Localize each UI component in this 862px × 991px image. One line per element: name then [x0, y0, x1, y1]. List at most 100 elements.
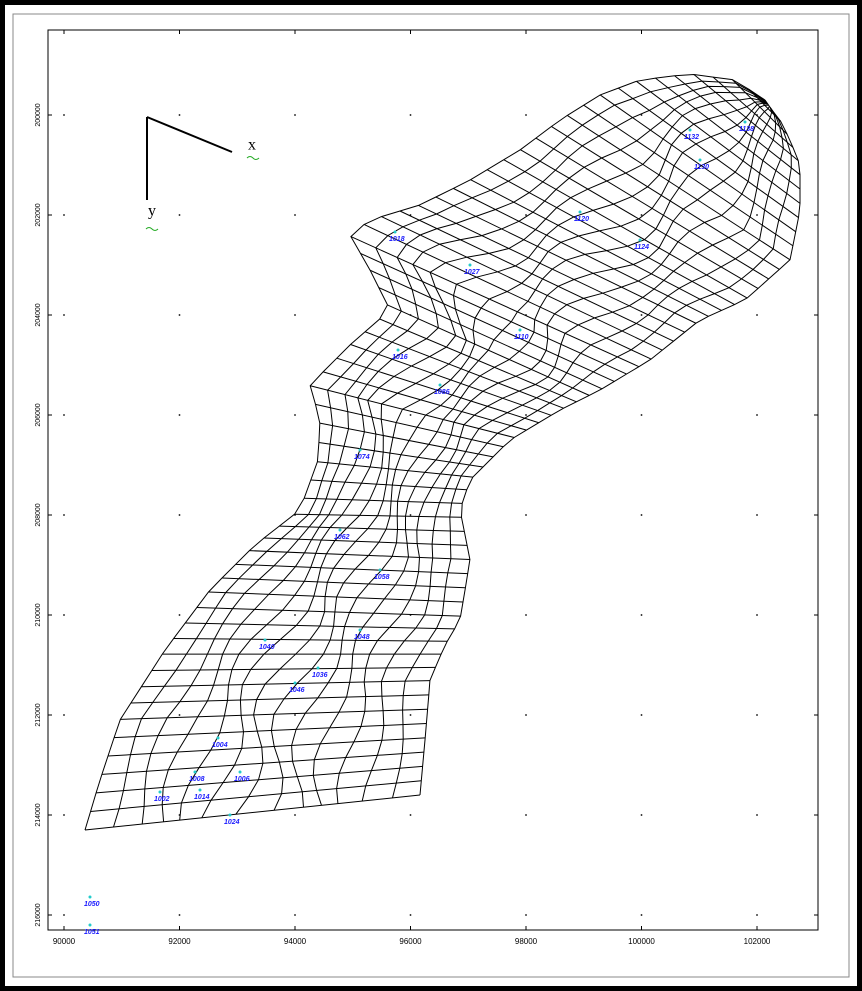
- grid-dot: [294, 714, 296, 716]
- grid-dot: [525, 514, 527, 516]
- grid-dot: [640, 614, 643, 616]
- grid-dot: [756, 514, 758, 516]
- well: [316, 666, 320, 670]
- plot-frame: [47, 29, 819, 931]
- grid-dot: [178, 314, 181, 316]
- grid-dot: [178, 214, 181, 216]
- x-tick-label: 94000: [284, 937, 307, 946]
- mesh-line: [361, 108, 784, 802]
- well-label: 1024: [224, 819, 240, 826]
- squiggle: [246, 156, 260, 160]
- well-label: 1016: [392, 354, 408, 361]
- grid-dot: [63, 414, 65, 416]
- x-tick-label: 92000: [168, 937, 191, 946]
- well-label: 1050: [84, 901, 100, 908]
- well: [358, 448, 362, 452]
- well: [578, 210, 582, 214]
- grid-dot: [525, 914, 527, 916]
- grid-dot: [640, 714, 643, 716]
- mesh-line: [364, 331, 564, 409]
- grid-dot: [525, 614, 527, 616]
- well-label: 1130: [694, 164, 709, 171]
- x-tick-label: 90000: [53, 937, 76, 946]
- grid-dot: [409, 714, 412, 716]
- well: [688, 128, 692, 132]
- grid-dot: [409, 914, 412, 916]
- mesh-line: [419, 109, 801, 796]
- y-tick-label: 210000: [35, 603, 42, 626]
- well-label: 1018: [389, 236, 405, 243]
- well: [88, 923, 92, 927]
- grid-dot: [525, 314, 527, 316]
- well-label: 1040: [259, 644, 275, 651]
- grid-dot: [525, 814, 527, 816]
- mesh-line: [291, 106, 770, 808]
- grid-dot: [63, 114, 65, 116]
- well-label: 1036: [312, 672, 328, 679]
- mesh-line: [336, 107, 777, 804]
- y-tick-label: 202000: [35, 203, 42, 226]
- grid-dot: [756, 314, 758, 316]
- grid-dot: [756, 114, 758, 116]
- mesh-line: [151, 666, 436, 671]
- well: [396, 348, 400, 352]
- well-label: 1006: [234, 776, 250, 783]
- mesh-line: [113, 80, 766, 828]
- mesh-line: [567, 115, 791, 261]
- mesh-line: [130, 694, 429, 704]
- well-label: 1027: [464, 269, 481, 276]
- well-label: 1048: [354, 634, 370, 641]
- grid-dot: [409, 214, 412, 216]
- squiggle: [145, 227, 159, 231]
- grid-dot: [756, 714, 758, 716]
- grid-dot: [756, 214, 758, 216]
- grid-dot: [178, 614, 181, 616]
- mesh-line: [201, 101, 768, 819]
- grid-dot: [63, 614, 65, 616]
- well: [698, 158, 702, 162]
- grid-dot: [756, 914, 758, 916]
- well-label: 1002: [154, 796, 170, 803]
- grid-dot: [294, 314, 296, 316]
- well-label: 1124: [634, 244, 649, 251]
- well: [638, 238, 642, 242]
- grid-dot: [63, 814, 65, 816]
- mesh-line: [310, 479, 467, 491]
- mesh-line: [161, 91, 768, 822]
- well: [468, 263, 472, 267]
- well-label: 1058: [374, 574, 390, 581]
- grid-dot: [640, 214, 643, 216]
- mesh-line: [470, 179, 722, 311]
- well: [263, 638, 267, 642]
- well-label: 1046: [289, 687, 305, 694]
- mesh-line: [141, 85, 767, 825]
- grid-dot: [525, 214, 527, 216]
- x-tick-label: 100000: [628, 937, 655, 946]
- compass-y-label: y: [148, 203, 156, 220]
- x-tick-label: 96000: [399, 937, 422, 946]
- well: [193, 770, 197, 774]
- well: [518, 328, 522, 332]
- well-label: 1086: [434, 389, 450, 396]
- grid-dot: [178, 114, 181, 116]
- grid-dot: [640, 814, 643, 816]
- mesh-line: [310, 385, 515, 438]
- well: [216, 736, 220, 740]
- mesh-line: [379, 318, 577, 403]
- grid-dot: [294, 214, 296, 216]
- mesh-line: [196, 606, 461, 617]
- well: [88, 895, 92, 899]
- grid-dot: [294, 114, 296, 116]
- grid-dot: [63, 514, 65, 516]
- well: [228, 813, 232, 817]
- grid-dot: [63, 914, 65, 916]
- grid-dot: [409, 114, 412, 116]
- grid-dot: [525, 714, 527, 716]
- x-tick-label: 102000: [744, 937, 771, 946]
- well: [393, 230, 397, 234]
- mesh-line: [312, 107, 773, 806]
- mesh-line: [551, 126, 780, 270]
- grid-dot: [409, 514, 412, 516]
- grid-dot: [294, 414, 296, 416]
